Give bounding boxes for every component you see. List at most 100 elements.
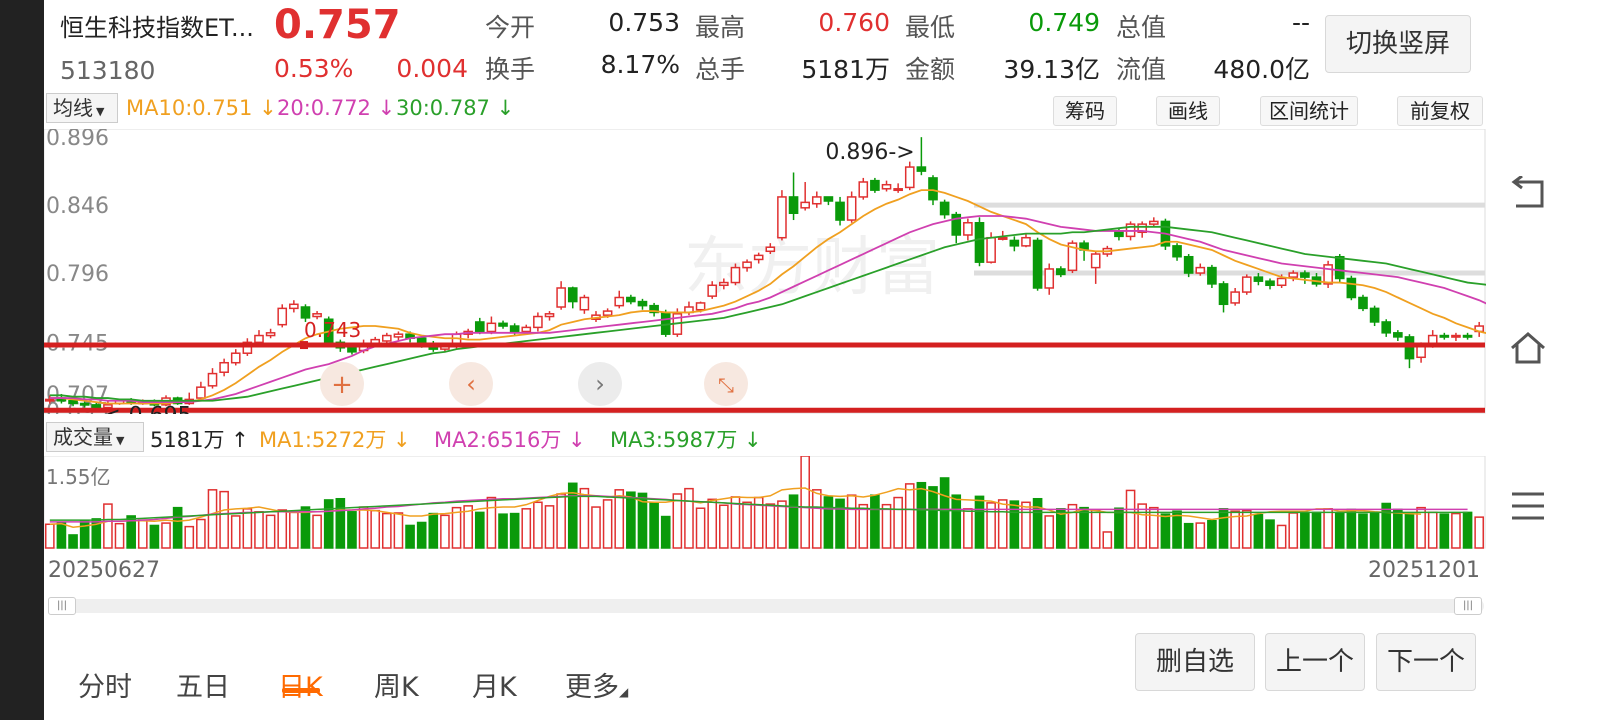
quote-value: 8.17%	[600, 50, 680, 79]
volume-ma2: MA2:6516万 ↓	[434, 428, 586, 452]
candle-body	[1067, 242, 1078, 272]
range-stats-button[interactable]: 区间统计	[1260, 96, 1358, 126]
volume-bar	[277, 509, 288, 549]
volume-bar	[893, 496, 903, 549]
crosshair-button[interactable]	[320, 362, 364, 406]
volume-bar	[742, 501, 752, 549]
candle-body	[1044, 268, 1055, 289]
indicator-selector[interactable]: 成交量 ▼	[46, 422, 144, 452]
candle-body	[730, 266, 741, 284]
candle-body	[300, 306, 311, 319]
forward-adjust-button[interactable]: 前复权	[1397, 96, 1483, 126]
volume-bar	[846, 494, 857, 549]
chips-button[interactable]: 筹码	[1053, 96, 1117, 126]
candle-body	[1021, 236, 1031, 247]
candle-body	[579, 296, 590, 311]
volume-bar	[788, 494, 799, 549]
candle-body	[695, 302, 706, 311]
volume-chart[interactable]: 1.55亿	[44, 456, 1486, 549]
candle-body	[602, 310, 613, 316]
candle-body	[707, 284, 718, 297]
candle-body	[242, 341, 253, 354]
volume-bar	[114, 522, 125, 549]
menu-icon[interactable]	[1510, 490, 1546, 522]
candle-body	[486, 322, 497, 333]
volume-bar	[393, 512, 404, 549]
home-icon[interactable]	[1508, 330, 1548, 366]
tab-monthly-k[interactable]: 月K	[472, 672, 517, 703]
quote-label: 流值	[1116, 55, 1167, 84]
ma30-value: 30:0.787 ↓	[396, 96, 515, 120]
candle-body	[1241, 276, 1252, 293]
volume-bar	[823, 496, 834, 549]
volume-bar	[567, 482, 578, 549]
draw-line-button[interactable]: 画线	[1156, 96, 1220, 126]
volume-bar	[347, 511, 357, 549]
volume-bar	[1474, 516, 1485, 549]
volume-bar	[196, 518, 206, 549]
tab-daily-k[interactable]: 日K	[278, 665, 323, 704]
volume-bar	[835, 498, 845, 549]
level-marker	[300, 341, 308, 350]
volume-bar	[1416, 506, 1426, 549]
candle-body	[1207, 266, 1217, 285]
candle-body	[1439, 334, 1450, 338]
candle-body	[939, 201, 950, 216]
volume-bar	[591, 506, 601, 549]
candle-body	[870, 179, 880, 191]
volume-frame	[44, 456, 1486, 549]
candle-body	[312, 313, 322, 318]
candle-body	[1148, 220, 1159, 225]
left-screen-edge	[0, 0, 44, 720]
candle-body	[509, 325, 520, 333]
candle-body	[823, 196, 834, 202]
candle-body	[1137, 223, 1147, 234]
range-handle-right[interactable]: |||	[1454, 597, 1482, 615]
previous-button[interactable]: 上一个	[1265, 633, 1365, 691]
volume-bar	[323, 499, 334, 549]
tab-weekly-k[interactable]: 周K	[374, 672, 419, 703]
candle-body	[567, 287, 578, 303]
remove-watchlist-button[interactable]: 删自选	[1135, 633, 1255, 691]
quote-value: --	[1291, 8, 1310, 37]
quote-value: 39.13亿	[1003, 55, 1100, 84]
volume-bar	[428, 512, 439, 549]
range-slider-track[interactable]	[48, 599, 1484, 613]
ma-selector[interactable]: 均线 ▼	[46, 93, 118, 123]
volume-bar	[1125, 489, 1136, 549]
candle-body	[974, 222, 985, 263]
next-button[interactable]: 下一个	[1376, 633, 1476, 691]
toggle-portrait-button[interactable]: 切换竖屏	[1325, 15, 1471, 73]
candle-body	[986, 236, 996, 263]
scroll-right-button[interactable]	[578, 362, 622, 406]
volume-bar	[533, 501, 543, 549]
caret-down-icon: ▼	[116, 434, 125, 447]
volume-bar	[1300, 511, 1310, 549]
volume-bar	[1346, 508, 1357, 549]
volume-bar	[1393, 508, 1403, 549]
range-handle-left[interactable]: |||	[48, 597, 76, 615]
candle-body	[498, 322, 508, 327]
candle-body	[1334, 255, 1345, 280]
volume-bar	[916, 481, 927, 549]
chevron-right-icon: ›	[595, 370, 605, 398]
volume-bar	[870, 494, 880, 549]
corner-triangle-icon: ◢	[619, 685, 629, 699]
zoom-button[interactable]	[704, 362, 748, 406]
start-date: 20250627	[48, 558, 160, 583]
volume-bar	[1021, 501, 1031, 549]
volume-bar	[137, 519, 148, 549]
tab-more[interactable]: 更多◢	[565, 665, 628, 704]
volume-bar	[1218, 508, 1229, 549]
volume-bar	[474, 511, 485, 549]
volume-bar	[521, 508, 532, 549]
tab-intraday[interactable]: 分时	[78, 672, 132, 703]
candle-body	[474, 321, 485, 333]
scroll-left-button[interactable]	[449, 362, 493, 406]
candle-body	[1114, 231, 1124, 238]
volume-bar	[1102, 531, 1113, 549]
back-icon[interactable]	[1508, 176, 1548, 212]
nav-buttons: + ‹ › ⤡	[320, 362, 748, 406]
tab-five-day[interactable]: 五日	[176, 672, 230, 703]
